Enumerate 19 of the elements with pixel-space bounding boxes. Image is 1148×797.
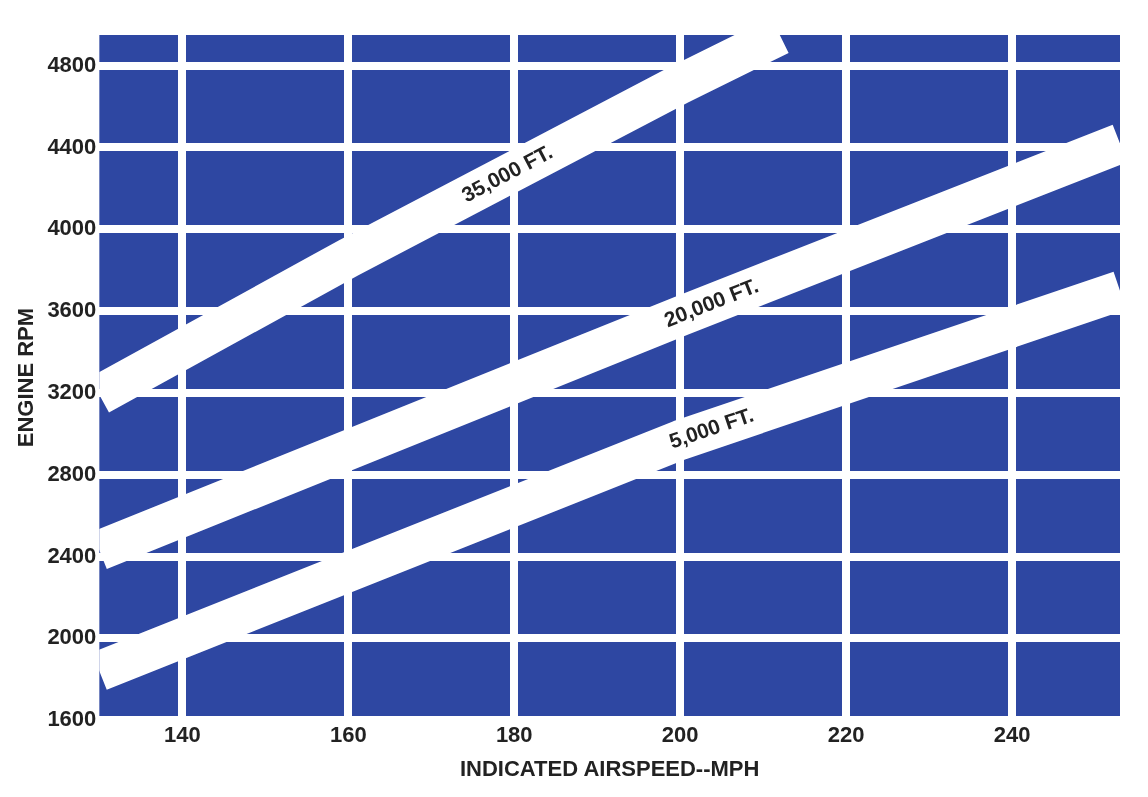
y-tick-label: 3200 xyxy=(47,379,97,404)
x-tick-label: 200 xyxy=(661,722,699,748)
x-tick-label: 180 xyxy=(495,722,533,748)
y-tick-label: 2000 xyxy=(47,624,97,650)
x-tick-label: 160 xyxy=(329,722,367,748)
y-tick-label: 4000 xyxy=(47,215,97,241)
y-tick-label: 1600 xyxy=(47,706,97,732)
text: 5,000 FT. xyxy=(666,402,757,453)
text: 20,000 FT. xyxy=(660,273,762,332)
x-tick-label: 140 xyxy=(163,722,201,748)
y-tick-label: 3600 xyxy=(47,297,97,323)
x-axis-title: INDICATED AIRSPEED--MPH xyxy=(459,755,760,781)
y-axis-title: ENGINE RPM xyxy=(13,307,39,448)
x-tick-label: 240 xyxy=(993,722,1031,748)
y-tick-label: 2800 xyxy=(47,460,97,486)
x-tick-label: 220 xyxy=(827,722,865,748)
y-tick-label: 4800 xyxy=(47,51,97,77)
y-tick-label: 2400 xyxy=(47,542,97,568)
y-tick-label: 4400 xyxy=(47,133,97,159)
